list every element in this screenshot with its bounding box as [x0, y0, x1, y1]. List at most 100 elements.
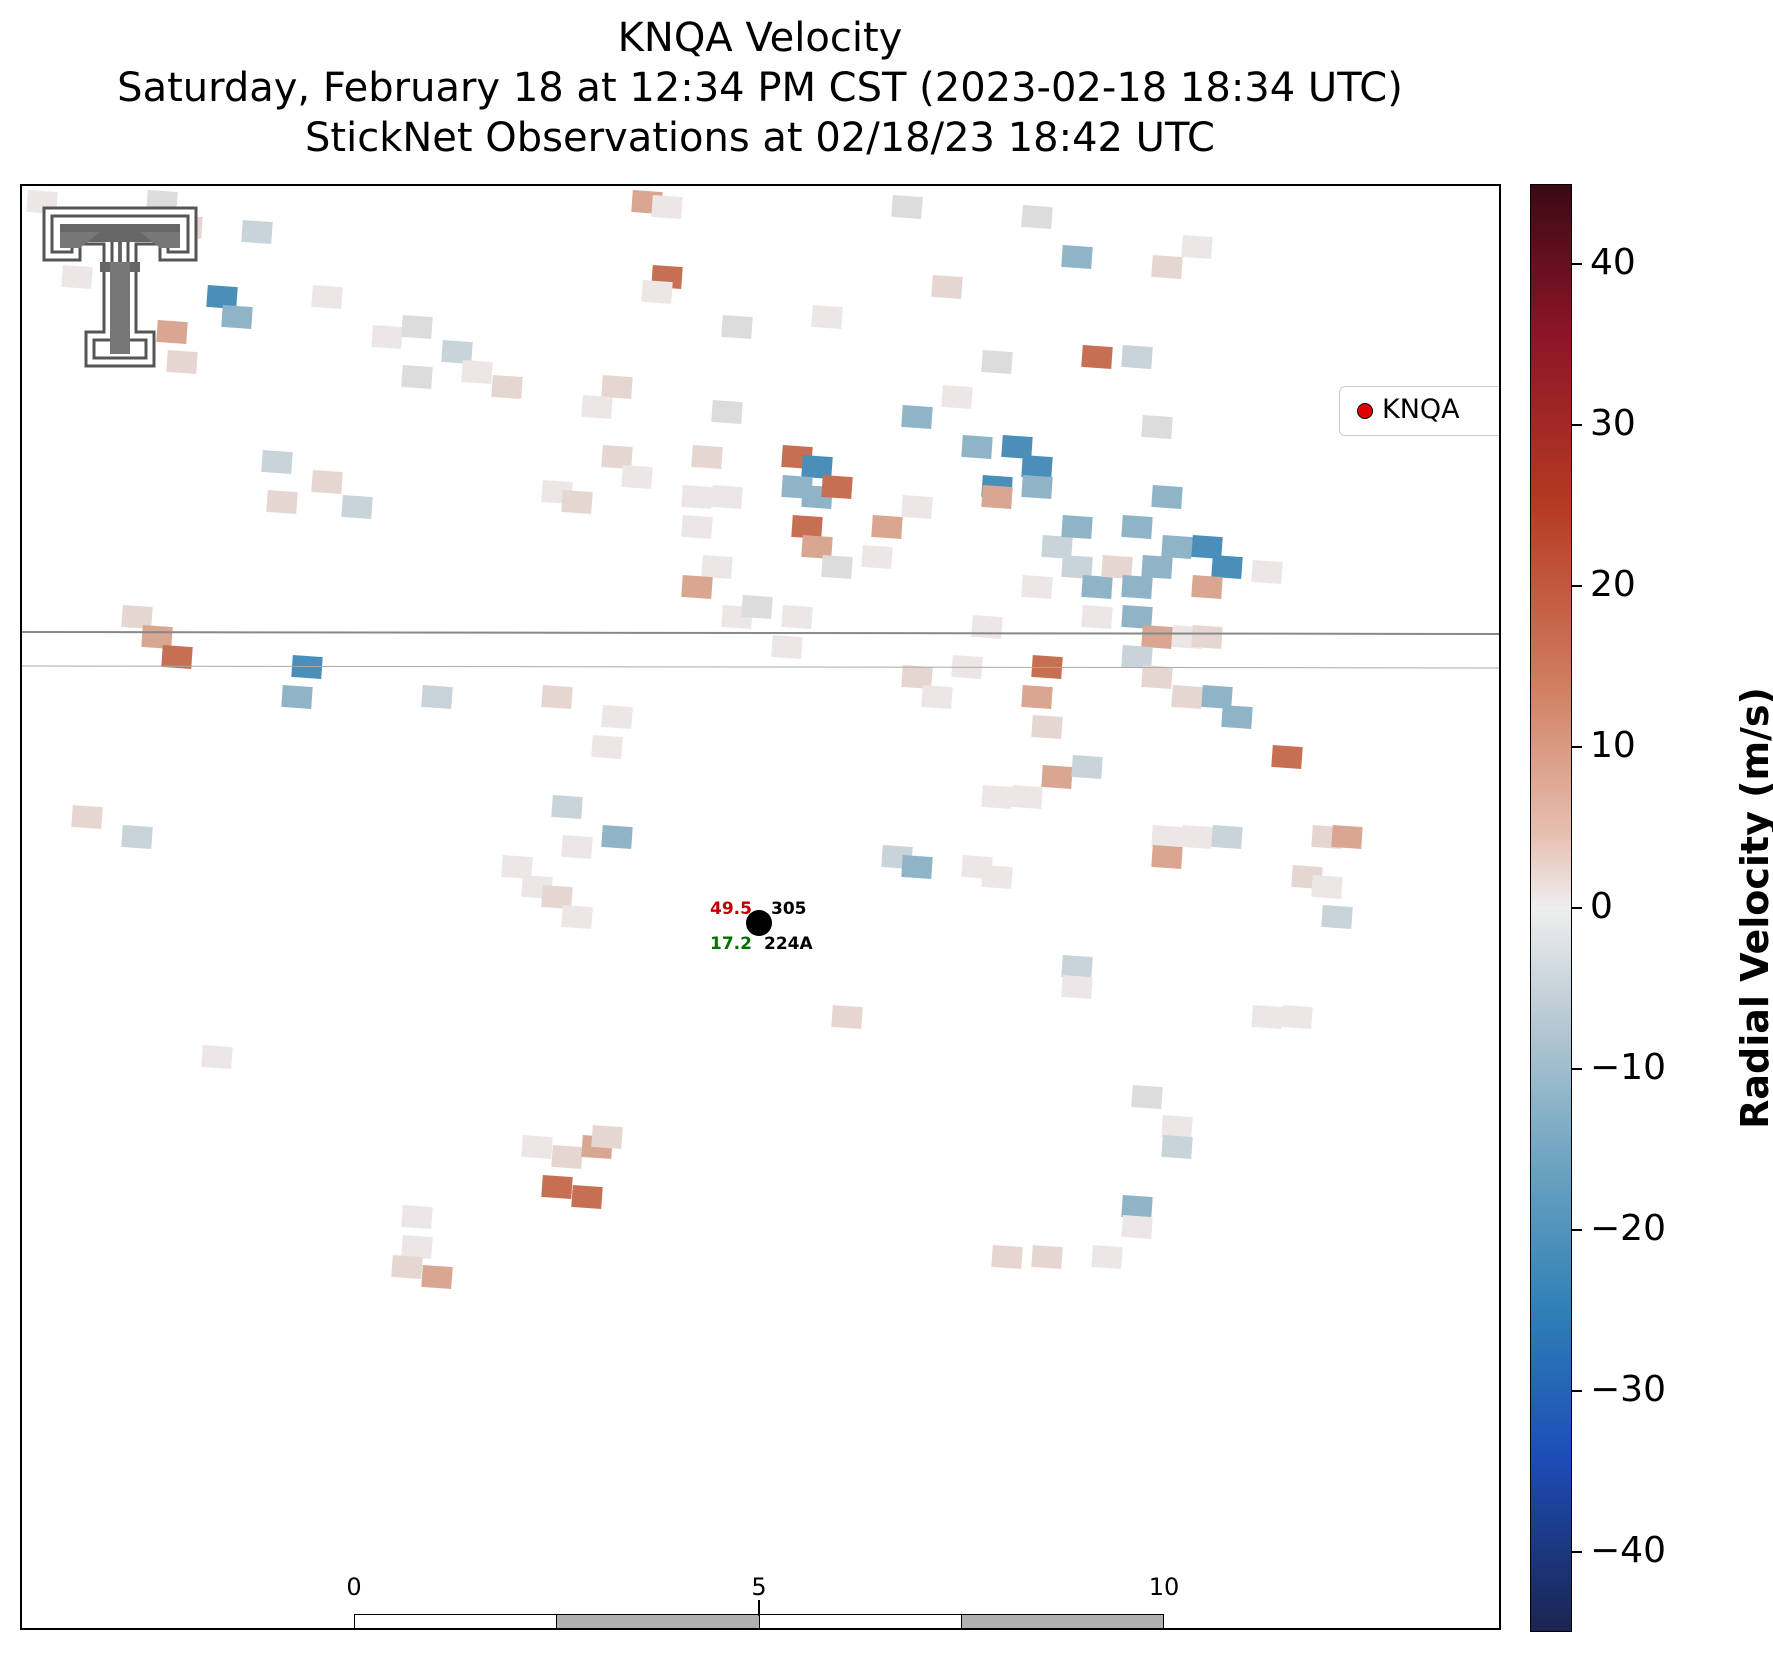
velocity-gate — [701, 554, 733, 580]
velocity-gate — [1071, 754, 1103, 780]
velocity-gate — [1001, 434, 1033, 460]
velocity-gate — [1091, 1244, 1123, 1270]
velocity-gate — [1121, 514, 1153, 540]
velocity-gate — [1061, 514, 1093, 540]
colorbar-tick — [1572, 746, 1582, 749]
velocity-gate — [441, 339, 473, 365]
velocity-gate — [1041, 764, 1073, 790]
velocity-gate — [601, 444, 633, 470]
velocity-gate — [901, 664, 933, 690]
velocity-gate — [1021, 474, 1053, 500]
colorbar-tick-label: 0 — [1590, 886, 1613, 927]
velocity-gate — [1041, 534, 1073, 560]
velocity-gate — [1141, 414, 1173, 440]
velocity-gate — [801, 454, 833, 480]
velocity-gate — [61, 264, 93, 290]
velocity-gate — [1161, 1134, 1193, 1160]
velocity-gate — [421, 684, 453, 710]
map-boundary-line — [22, 665, 1499, 669]
velocity-gate — [311, 284, 343, 310]
velocity-gate — [781, 604, 813, 630]
velocity-gate — [1121, 1214, 1153, 1240]
velocity-gate — [1161, 1114, 1193, 1140]
velocity-gate — [1201, 684, 1233, 710]
velocity-gate — [541, 884, 573, 910]
velocity-gate — [931, 274, 963, 300]
radar-map[interactable]: KNQA 49.5 305 17.2 224A 0 5 10 km — [20, 184, 1501, 1630]
velocity-gate — [681, 514, 713, 540]
velocity-gate — [1211, 554, 1243, 580]
velocity-gate — [541, 684, 573, 710]
velocity-gate — [521, 1134, 553, 1160]
velocity-gate — [901, 404, 933, 430]
velocity-gate — [1081, 604, 1113, 630]
chart-subtitle-time: Saturday, February 18 at 12:34 PM CST (2… — [117, 65, 1403, 111]
velocity-gate — [71, 804, 103, 830]
station-marker[interactable] — [746, 910, 772, 936]
velocity-gate — [711, 484, 743, 510]
velocity-gate — [291, 654, 323, 680]
radar-velocity-field — [22, 189, 1499, 1290]
colorbar-tick — [1572, 1067, 1582, 1070]
colorbar-tick — [1572, 424, 1582, 427]
velocity-gate — [1011, 784, 1043, 810]
velocity-gate — [561, 834, 593, 860]
velocity-gate — [811, 304, 843, 330]
legend-label: KNQA — [1382, 394, 1460, 425]
velocity-gate — [901, 854, 933, 880]
station-id: 224A — [764, 934, 813, 954]
map-legend: KNQA — [1339, 386, 1499, 436]
velocity-gate — [1191, 574, 1223, 600]
velocity-gate — [1221, 704, 1253, 730]
velocity-gate — [161, 644, 193, 670]
scalebar-midtick — [758, 1600, 760, 1616]
velocity-gate — [421, 1264, 453, 1290]
velocity-gate — [581, 394, 613, 420]
velocity-gate — [1151, 484, 1183, 510]
velocity-gate — [711, 399, 743, 425]
scalebar-label-5: 5 — [751, 1573, 767, 1601]
velocity-gate — [601, 374, 633, 400]
velocity-gate — [601, 824, 633, 850]
velocity-gate — [1021, 454, 1053, 480]
velocity-gate — [266, 489, 298, 515]
velocity-gate — [341, 494, 373, 520]
velocity-gate — [621, 464, 653, 490]
velocity-gate — [1121, 1194, 1153, 1220]
velocity-gate — [561, 489, 593, 515]
velocity-gate — [261, 449, 293, 475]
colorbar-tick — [1572, 263, 1582, 266]
scalebar-label-0: 0 — [346, 1573, 362, 1601]
velocity-gate — [891, 194, 923, 220]
velocity-gate — [981, 864, 1013, 890]
velocity-gate — [1021, 204, 1053, 230]
velocity-gate — [1321, 904, 1353, 930]
velocity-gate — [971, 614, 1003, 640]
velocity-gate — [921, 684, 953, 710]
colorbar-tick-label: −20 — [1590, 1207, 1666, 1249]
station-pressure: 305 — [771, 899, 807, 919]
colorbar-tick-label: −30 — [1590, 1368, 1666, 1410]
velocity-gate — [721, 314, 753, 340]
velocity-gate — [551, 794, 583, 820]
velocity-gate — [1031, 1244, 1063, 1270]
velocity-gate — [1181, 234, 1213, 260]
velocity-gate — [221, 304, 253, 330]
velocity-gate — [821, 554, 853, 580]
velocity-gate — [1191, 534, 1223, 560]
velocity-gate — [1151, 254, 1183, 280]
colorbar-tick — [1572, 1550, 1582, 1553]
velocity-gate — [1021, 574, 1053, 600]
velocity-gate — [601, 704, 633, 730]
velocity-gate — [861, 544, 893, 570]
chart-subtitle-observations: StickNet Observations at 02/18/23 18:42 … — [305, 115, 1215, 161]
velocity-gate — [981, 349, 1013, 375]
velocity-gate — [311, 469, 343, 495]
velocity-gate — [241, 219, 273, 245]
colorbar-tick — [1572, 1228, 1582, 1231]
velocity-gate — [1181, 824, 1213, 850]
velocity-gate — [1081, 574, 1113, 600]
velocity-gate — [1151, 844, 1183, 870]
velocity-gate — [771, 634, 803, 660]
velocity-gate — [166, 349, 198, 375]
